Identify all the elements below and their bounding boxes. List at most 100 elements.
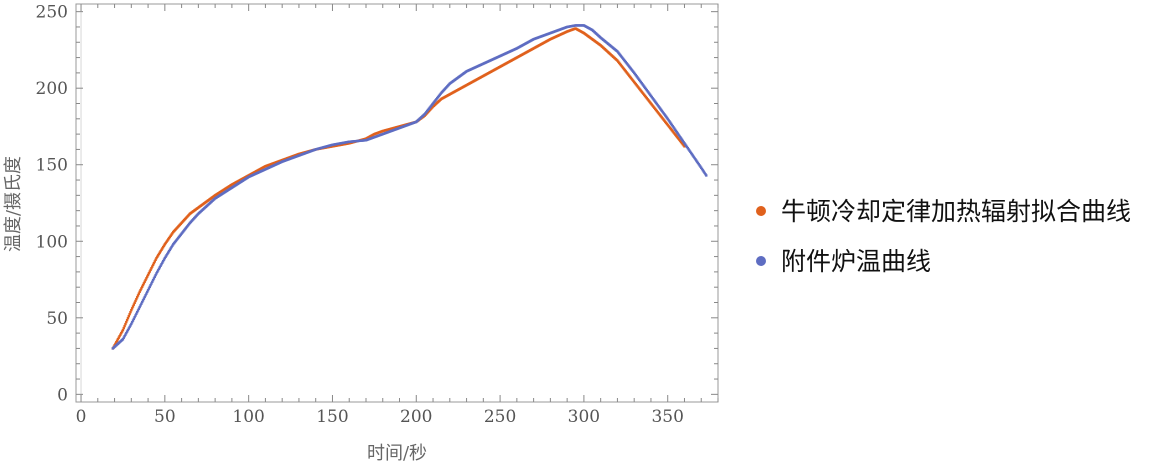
- series-point: [689, 150, 692, 154]
- series-point: [135, 310, 139, 314]
- series-point: [116, 338, 120, 341]
- y-tick-label: 100: [36, 232, 68, 252]
- series-point: [142, 282, 146, 285]
- series-point: [169, 247, 172, 250]
- series-point: [168, 235, 172, 239]
- series-point: [674, 128, 677, 132]
- series-point: [164, 255, 167, 258]
- series-point: [684, 144, 688, 147]
- series-point: [134, 314, 137, 317]
- series-point: [157, 267, 161, 271]
- series-point: [171, 232, 174, 235]
- series-point: [165, 254, 168, 257]
- series-point: [149, 284, 152, 287]
- x-axis-label: 时间/秒: [367, 443, 427, 464]
- series-point: [141, 285, 144, 288]
- series-point: [167, 250, 171, 253]
- series-point: [667, 118, 670, 122]
- legend-label: 牛顿冷却定律加热辐射拟合曲线: [781, 197, 1131, 226]
- x-tick-label: 50: [154, 407, 176, 427]
- series-point: [155, 272, 158, 275]
- series-point: [700, 167, 704, 171]
- series-point: [167, 237, 171, 240]
- y-tick-label: 0: [57, 385, 68, 405]
- series-point: [128, 312, 131, 316]
- series-point: [701, 169, 705, 172]
- series-point: [130, 308, 133, 312]
- series-point: [695, 160, 699, 163]
- series-point: [125, 318, 129, 322]
- series-point: [129, 310, 132, 314]
- series-point: [158, 251, 162, 254]
- series-point: [123, 324, 126, 328]
- series-point: [703, 171, 706, 175]
- series-point: [147, 272, 151, 275]
- series-point: [122, 336, 125, 339]
- series-point: [675, 131, 679, 134]
- series-point: [163, 256, 167, 260]
- series-point: [684, 143, 687, 146]
- y-tick-label: 150: [36, 156, 68, 176]
- series-point: [151, 280, 154, 284]
- series-point: [130, 307, 134, 310]
- series-point: [159, 250, 162, 253]
- series-point: [166, 252, 169, 256]
- series-point: [168, 248, 172, 252]
- series-point: [115, 341, 118, 344]
- x-tick-label: 300: [568, 407, 600, 427]
- series-point: [136, 294, 140, 297]
- series-point: [699, 165, 702, 168]
- series-point: [141, 299, 145, 302]
- series-point: [136, 309, 140, 312]
- series-point: [670, 123, 674, 127]
- series-point: [680, 138, 684, 141]
- series-point: [687, 148, 690, 151]
- series-point: [145, 292, 148, 295]
- series-point: [160, 248, 163, 252]
- series-point: [161, 247, 164, 250]
- series-point: [142, 297, 146, 300]
- plot-area: [111, 24, 708, 350]
- series-point: [131, 305, 135, 308]
- series-point: [140, 302, 143, 305]
- series-point: [683, 142, 686, 145]
- series-point: [161, 259, 165, 263]
- x-tick-label: 350: [651, 407, 683, 427]
- series-point: [126, 316, 130, 320]
- series-point: [151, 263, 155, 267]
- series-point: [128, 325, 131, 329]
- series-point: [132, 303, 136, 306]
- series-point: [678, 134, 681, 138]
- series-point: [669, 121, 672, 124]
- series-point: [146, 273, 150, 277]
- y-tick-label: 200: [36, 79, 68, 99]
- series-point: [147, 287, 151, 290]
- series-point: [130, 321, 134, 324]
- series-point: [155, 256, 158, 260]
- series-point: [668, 120, 671, 123]
- series-point: [131, 319, 135, 322]
- series-point: [151, 265, 154, 268]
- series-point: [135, 297, 138, 301]
- series-point: [693, 156, 696, 160]
- series-point: [127, 314, 131, 318]
- series-point: [154, 273, 157, 277]
- series-point: [153, 275, 156, 278]
- series-point: [124, 322, 127, 326]
- series-1: [111, 27, 686, 350]
- series-point: [146, 289, 150, 292]
- series-point: [692, 155, 695, 158]
- series-point: [144, 278, 147, 282]
- series-point: [121, 328, 125, 332]
- series-point: [694, 158, 697, 161]
- series-point: [125, 330, 129, 333]
- series-point: [161, 245, 165, 249]
- x-tick-label: 0: [76, 407, 87, 427]
- y-tick-label: 250: [36, 3, 68, 23]
- series-point: [117, 336, 120, 339]
- series-point: [688, 149, 691, 152]
- series-point: [145, 277, 148, 280]
- series-point: [133, 301, 136, 305]
- series-point: [691, 154, 695, 157]
